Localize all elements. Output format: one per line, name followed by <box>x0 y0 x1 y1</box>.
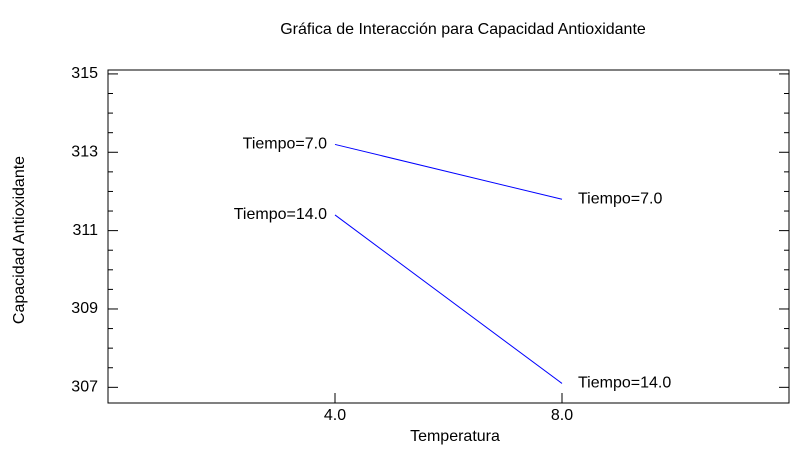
series-line <box>334 143 563 200</box>
x-tick-label: 4.0 <box>324 407 346 424</box>
y-tick-label: 313 <box>71 143 98 160</box>
plot-frame <box>107 69 790 404</box>
y-tick-label: 307 <box>71 379 98 396</box>
x-axis-label: Temperatura <box>410 428 500 445</box>
series-label-end: Tiempo=14.0 <box>578 375 671 392</box>
series-label-start: Tiempo=7.0 <box>243 136 327 153</box>
y-tick-label: 315 <box>71 65 98 82</box>
y-tick-label: 311 <box>72 222 98 239</box>
y-tick-label: 309 <box>71 300 98 317</box>
y-axis-label: Capacidad Antioxidante <box>11 156 28 324</box>
series-line <box>334 214 563 384</box>
chart-title: Gráfica de Interacción para Capacidad An… <box>280 21 646 38</box>
series-label-start: Tiempo=14.0 <box>234 206 327 223</box>
series-label-end: Tiempo=7.0 <box>578 191 662 208</box>
x-tick-label: 8.0 <box>551 407 573 424</box>
